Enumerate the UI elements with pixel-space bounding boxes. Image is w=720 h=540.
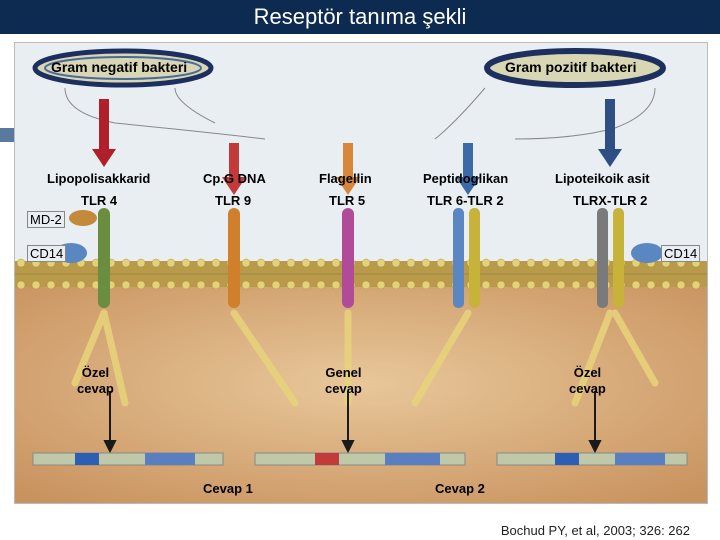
ozel2-label: Özel cevap (569, 365, 606, 396)
tlr-2: TLR 5 (329, 193, 365, 208)
ligand-0: Lipopolisakkarid (47, 171, 150, 186)
ligand-2: Flagellin (319, 171, 372, 186)
ligand-4: Lipoteikoik asit (555, 171, 650, 186)
title-bar: Reseptör tanıma şekli (0, 0, 720, 36)
cevap1-label: Cevap 1 (203, 481, 253, 496)
cd14-left-label: CD14 (27, 245, 66, 262)
tlr-3: TLR 6-TLR 2 (427, 193, 504, 208)
tlr-0: TLR 4 (81, 193, 117, 208)
citation: Bochud PY, et al, 2003; 326: 262 (501, 523, 690, 538)
diagram: Gram negatif bakteri Gram pozitif bakter… (14, 42, 708, 504)
tlr-4: TLRX-TLR 2 (573, 193, 647, 208)
tlr-1: TLR 9 (215, 193, 251, 208)
gene-tracks (33, 453, 687, 465)
cevap2-label: Cevap 2 (435, 481, 485, 496)
diagram-svg (15, 43, 707, 503)
gram-pos-label: Gram pozitif bakteri (505, 59, 636, 75)
genel-label: Genel cevap (325, 365, 362, 396)
ligand-1: Cp.G DNA (203, 171, 266, 186)
md2-label: MD-2 (27, 211, 65, 228)
gram-neg-label: Gram negatif bakteri (51, 59, 187, 75)
slide-body: Gram negatif bakteri Gram pozitif bakter… (0, 36, 720, 540)
ligand-3: Peptidoglikan (423, 171, 508, 186)
ozel1-label: Özel cevap (77, 365, 114, 396)
cd14-right-label: CD14 (661, 245, 700, 262)
title: Reseptör tanıma şekli (254, 4, 467, 29)
